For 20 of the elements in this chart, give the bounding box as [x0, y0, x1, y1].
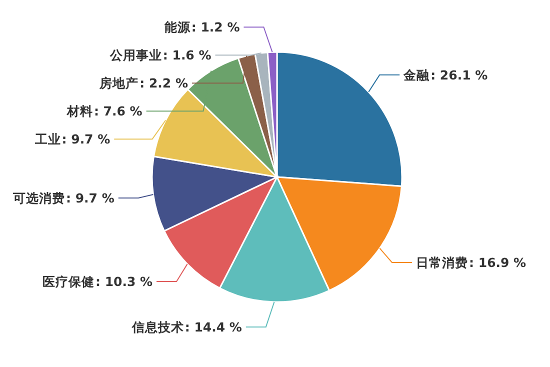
slice-label: 可选消费	[12, 190, 65, 206]
data-label: : 1.6 %	[162, 47, 212, 62]
slice-label: 材料	[66, 103, 93, 118]
data-label: : 16.9 %	[469, 254, 527, 270]
data-label: : 10.3 %	[95, 274, 153, 289]
data-label: : 14.4 %	[184, 319, 242, 334]
data-label: : 9.7 %	[62, 131, 111, 146]
slice-label: 信息技术	[130, 319, 184, 334]
slice-label: 日常消费	[416, 254, 468, 270]
data-label: : 9.7 %	[66, 190, 115, 206]
slice-label: 房地产	[98, 75, 139, 90]
slice-label: 金融	[402, 67, 431, 82]
data-label: : 7.6 %	[94, 103, 143, 118]
data-label: : 2.2 %	[140, 75, 188, 90]
slice-label: 能源	[164, 19, 192, 34]
data-label: : 1.2 %	[191, 19, 240, 34]
data-label: : 26.1 %	[430, 67, 488, 82]
slice-label: 工业	[34, 131, 61, 146]
slice-label: 公用事业	[108, 47, 162, 62]
slice-label: 医疗保健	[42, 274, 94, 289]
